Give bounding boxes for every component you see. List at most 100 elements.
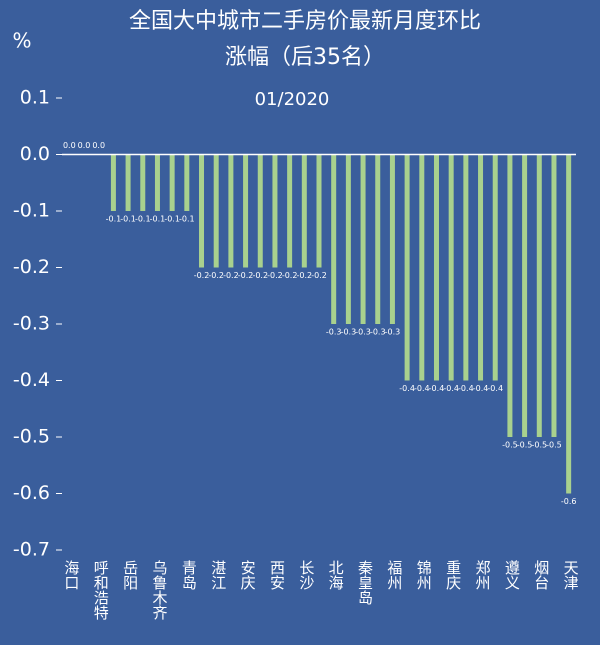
x-tick-label: 青岛 <box>180 560 198 590</box>
value-label: 0.0 <box>63 141 76 150</box>
value-label: -0.4 <box>414 384 430 393</box>
bar <box>257 154 263 268</box>
bar <box>492 154 498 381</box>
value-label: -0.2 <box>223 271 239 280</box>
bar <box>478 154 484 381</box>
value-label: -0.4 <box>458 384 474 393</box>
value-label: -0.1 <box>179 215 195 224</box>
chart-subtitle: 01/2020 <box>255 89 330 110</box>
value-label: -0.3 <box>341 328 357 337</box>
bar <box>199 154 205 268</box>
value-label: -0.2 <box>267 271 283 280</box>
bar <box>154 154 160 211</box>
value-label: -0.4 <box>487 384 503 393</box>
x-tick-label: 西安 <box>268 560 286 590</box>
chart-title: 涨幅（后35名） <box>225 45 385 70</box>
value-label: -0.2 <box>238 271 254 280</box>
x-tick-label: 乌鲁木齐 <box>150 560 168 620</box>
bar <box>184 154 190 211</box>
value-label: -0.5 <box>531 441 547 450</box>
x-tick-label: 天津 <box>562 560 580 590</box>
y-tick-label: -0.3 <box>13 313 50 335</box>
y-tick-label: -0.6 <box>13 482 50 504</box>
bar <box>419 154 425 381</box>
y-tick-label: -0.4 <box>13 369 50 391</box>
bar <box>551 154 557 437</box>
bar <box>169 154 175 211</box>
value-label: -0.4 <box>443 384 459 393</box>
value-label: -0.2 <box>311 271 327 280</box>
bar <box>522 154 528 437</box>
bar <box>287 154 293 268</box>
y-tick-label: -0.2 <box>13 256 50 278</box>
value-label: -0.1 <box>106 215 122 224</box>
x-tick-label: 湛江 <box>209 560 227 590</box>
bar <box>448 154 454 381</box>
bar <box>110 154 116 211</box>
value-label: -0.4 <box>473 384 489 393</box>
bar <box>213 154 219 268</box>
bar <box>507 154 513 437</box>
x-tick-label: 海口 <box>62 560 80 590</box>
value-label: 0.0 <box>92 141 105 150</box>
bar <box>140 154 146 211</box>
x-tick-label: 锦州 <box>415 560 433 590</box>
value-label: -0.4 <box>399 384 415 393</box>
x-tick-label: 郑州 <box>474 560 492 590</box>
bar <box>433 154 439 381</box>
bar <box>536 154 542 437</box>
x-tick-label: 秦皇岛 <box>356 560 374 605</box>
bar <box>404 154 410 381</box>
value-label: -0.2 <box>194 271 210 280</box>
value-label: -0.3 <box>370 328 386 337</box>
bar <box>243 154 249 268</box>
x-tick-label: 岳阳 <box>121 560 139 590</box>
x-tick-label: 烟台 <box>532 560 550 590</box>
x-tick-label: 遵义 <box>503 559 521 590</box>
value-label: -0.4 <box>429 384 445 393</box>
value-label: -0.1 <box>150 215 166 224</box>
value-label: -0.2 <box>282 271 298 280</box>
value-label: -0.2 <box>208 271 224 280</box>
bar <box>345 154 351 324</box>
value-label: -0.3 <box>355 328 371 337</box>
value-label: -0.3 <box>326 328 342 337</box>
value-label: -0.1 <box>164 215 180 224</box>
y-tick-label: -0.5 <box>13 426 50 448</box>
y-tick-label: -0.1 <box>13 200 50 222</box>
chart-title: 全国大中城市二手房价最新月度环比 <box>129 9 481 34</box>
bar <box>566 154 572 494</box>
value-label: -0.1 <box>120 215 136 224</box>
bar <box>331 154 337 324</box>
bar <box>125 154 131 211</box>
bar <box>360 154 366 324</box>
bar <box>375 154 381 324</box>
value-label: -0.5 <box>546 441 562 450</box>
value-label: -0.6 <box>561 497 577 506</box>
value-label: -0.3 <box>385 328 401 337</box>
bar <box>272 154 278 268</box>
value-label: 0.0 <box>78 141 91 150</box>
value-label: -0.2 <box>297 271 313 280</box>
bar <box>228 154 234 268</box>
bar <box>301 154 307 268</box>
value-label: -0.5 <box>517 441 533 450</box>
y-tick-label: 0.0 <box>20 143 50 165</box>
bar <box>389 154 395 324</box>
y-tick-label: 0.1 <box>20 87 50 109</box>
x-tick-label: 呼和浩特 <box>92 560 110 620</box>
value-label: -0.5 <box>502 441 518 450</box>
x-tick-label: 北海 <box>327 560 345 590</box>
y-axis-label: % <box>12 29 31 53</box>
x-tick-label: 福州 <box>385 560 403 590</box>
value-label: -0.2 <box>252 271 268 280</box>
x-tick-label: 安庆 <box>239 560 257 590</box>
bar <box>463 154 469 381</box>
value-label: -0.1 <box>135 215 151 224</box>
x-tick-label: 长沙 <box>297 560 315 590</box>
bar <box>316 154 322 268</box>
y-tick-label: -0.7 <box>13 539 50 561</box>
x-tick-label: 重庆 <box>444 560 462 590</box>
